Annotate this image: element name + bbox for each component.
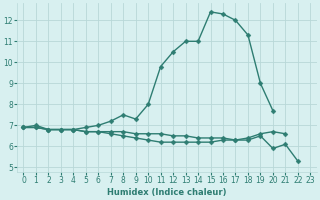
X-axis label: Humidex (Indice chaleur): Humidex (Indice chaleur) — [107, 188, 227, 197]
